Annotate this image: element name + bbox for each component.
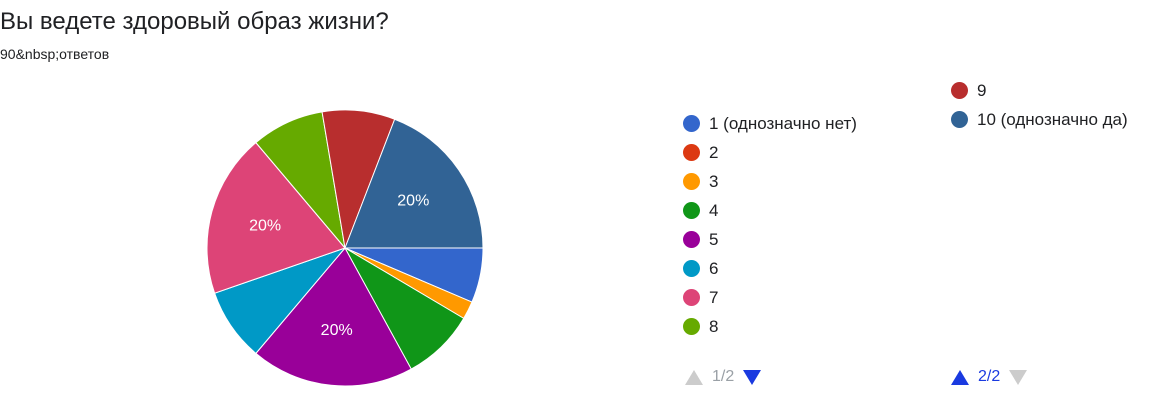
legend-item: 10 (однозначно да) [951,105,1128,134]
pie-slice [344,118,484,249]
legend-item: 9 [951,76,1128,105]
page-down-arrow-icon[interactable] [1009,369,1028,385]
legend-swatch [683,115,700,132]
legend-swatch [951,82,968,99]
legend-item: 6 [683,254,857,283]
legend-swatch [683,173,700,190]
pie-data-label: 20% [249,218,281,235]
legend-swatch [683,231,700,248]
legend-item: 7 [683,283,857,312]
legend-pager-1: 1/2 [685,368,762,386]
page-down-arrow-icon[interactable] [743,369,762,385]
pie-chart: 20% 20% 20% [206,110,484,387]
legend-label: 2 [709,142,719,162]
page-indicator: 2/2 [978,368,1001,385]
legend-swatch [951,111,968,128]
legend-swatch [683,202,700,219]
legend-label: 10 (однозначно да) [977,109,1128,129]
legend-pager-2: 2/2 [951,368,1028,386]
legend-item: 1 (однозначно нет) [683,109,857,138]
legend-swatch [683,318,700,335]
legend-page-2: 9 10 (однозначно да) [951,76,1128,134]
legend-label: 5 [709,229,719,249]
legend-label: 8 [709,316,719,336]
legend-item: 3 [683,167,857,196]
legend-page-1: 1 (однозначно нет) 2 3 4 5 6 7 8 [683,109,857,341]
legend-swatch [683,289,700,306]
legend-item: 8 [683,312,857,341]
response-count: 90&nbsp;ответов [0,46,110,62]
legend-label: 6 [709,258,719,278]
pie-slice [255,247,412,387]
legend-label: 1 (однозначно нет) [709,113,857,133]
legend-label: 3 [709,171,719,191]
legend-item: 2 [683,138,857,167]
legend-item: 5 [683,225,857,254]
pie-slice [206,141,346,294]
pie-data-label: 20% [321,322,353,339]
legend-label: 4 [709,200,719,220]
page-indicator: 1/2 [712,368,735,385]
legend-label: 9 [977,80,987,100]
legend-label: 7 [709,287,719,307]
legend-item: 4 [683,196,857,225]
legend-swatch [683,144,700,161]
page-up-arrow-icon[interactable] [951,369,969,385]
legend-swatch [683,260,700,277]
page-up-arrow-icon[interactable] [685,369,703,385]
chart-title: Вы ведете здоровый образ жизни? [0,8,389,35]
pie-data-label: 20% [397,193,429,210]
